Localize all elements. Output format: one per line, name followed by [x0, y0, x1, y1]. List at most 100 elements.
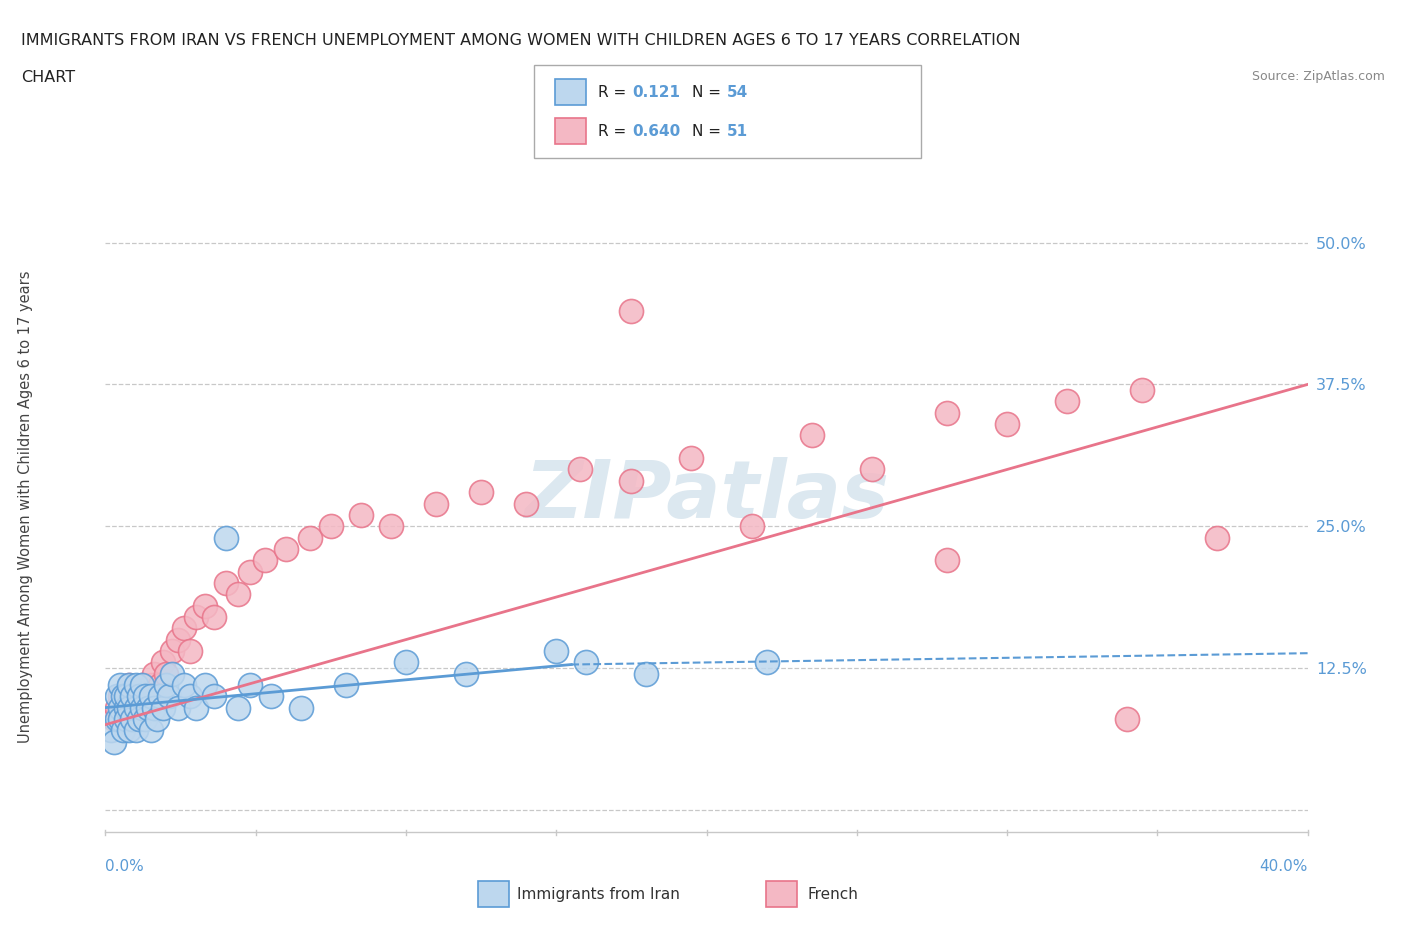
Point — [636, 666, 658, 681]
Point — [148, 677, 170, 692]
Point — [148, 689, 170, 704]
Point — [110, 711, 132, 726]
Point — [239, 677, 262, 692]
Point — [134, 711, 156, 726]
Point — [100, 723, 122, 737]
Point — [569, 462, 592, 477]
Point — [184, 609, 207, 624]
Point — [620, 473, 643, 488]
Point — [226, 587, 249, 602]
Point — [1056, 394, 1078, 409]
Point — [107, 700, 129, 715]
Point — [1116, 711, 1139, 726]
Point — [124, 700, 146, 715]
Point — [155, 677, 177, 692]
Point — [128, 711, 150, 726]
Text: 0.0%: 0.0% — [105, 859, 145, 874]
Point — [860, 462, 883, 477]
Text: Unemployment Among Women with Children Ages 6 to 17 years: Unemployment Among Women with Children A… — [18, 271, 32, 743]
Point — [202, 609, 225, 624]
Point — [319, 519, 342, 534]
Text: N =: N = — [692, 124, 721, 139]
Text: ZIPatlas: ZIPatlas — [524, 458, 889, 536]
Point — [214, 530, 236, 545]
Point — [454, 666, 477, 681]
Text: R =: R = — [598, 124, 626, 139]
Point — [118, 700, 141, 715]
Point — [800, 428, 823, 443]
Point — [145, 711, 167, 726]
Point — [112, 689, 135, 704]
Point — [936, 405, 959, 420]
Point — [131, 677, 153, 692]
Point — [112, 723, 135, 737]
Point — [112, 711, 135, 726]
Text: Source: ZipAtlas.com: Source: ZipAtlas.com — [1251, 70, 1385, 83]
Text: 0.640: 0.640 — [633, 124, 681, 139]
Point — [202, 689, 225, 704]
Point — [110, 700, 132, 715]
Point — [118, 677, 141, 692]
Point — [107, 689, 129, 704]
Point — [380, 519, 402, 534]
Point — [157, 689, 180, 704]
Text: CHART: CHART — [21, 70, 75, 85]
Point — [142, 700, 165, 715]
Point — [131, 700, 153, 715]
Point — [118, 723, 141, 737]
Point — [173, 621, 195, 636]
Point — [1130, 382, 1153, 397]
Point — [155, 666, 177, 681]
Point — [274, 541, 297, 556]
Point — [298, 530, 321, 545]
Point — [115, 700, 138, 715]
Text: 40.0%: 40.0% — [1260, 859, 1308, 874]
Point — [139, 723, 162, 737]
Point — [110, 689, 132, 704]
Text: 0.121: 0.121 — [633, 85, 681, 100]
Point — [107, 711, 129, 726]
Point — [115, 689, 138, 704]
Point — [134, 689, 156, 704]
Point — [131, 677, 153, 692]
Point — [515, 496, 537, 511]
Text: French: French — [807, 887, 858, 902]
Point — [755, 655, 778, 670]
Point — [160, 644, 183, 658]
Point — [136, 700, 159, 715]
Point — [194, 677, 217, 692]
Point — [124, 723, 146, 737]
Text: 54: 54 — [727, 85, 748, 100]
Text: R =: R = — [598, 85, 626, 100]
Point — [936, 552, 959, 567]
Point — [575, 655, 598, 670]
Point — [128, 689, 150, 704]
Point — [1206, 530, 1229, 545]
Point — [214, 576, 236, 591]
Text: Immigrants from Iran: Immigrants from Iran — [517, 887, 681, 902]
Point — [166, 632, 188, 647]
Point — [134, 689, 156, 704]
Point — [124, 700, 146, 715]
Point — [546, 644, 568, 658]
Point — [128, 689, 150, 704]
Point — [253, 552, 276, 567]
Point — [139, 689, 162, 704]
Point — [166, 700, 188, 715]
Point — [239, 565, 262, 579]
Point — [226, 700, 249, 715]
Point — [142, 666, 165, 681]
Point — [103, 734, 125, 749]
Point — [194, 598, 217, 613]
Point — [179, 689, 201, 704]
Point — [145, 689, 167, 704]
Point — [110, 677, 132, 692]
Point — [995, 417, 1018, 432]
Point — [681, 451, 703, 466]
Point — [152, 700, 174, 715]
Point — [121, 689, 143, 704]
Point — [395, 655, 418, 670]
Point — [425, 496, 447, 511]
Point — [103, 711, 125, 726]
Point — [290, 700, 312, 715]
